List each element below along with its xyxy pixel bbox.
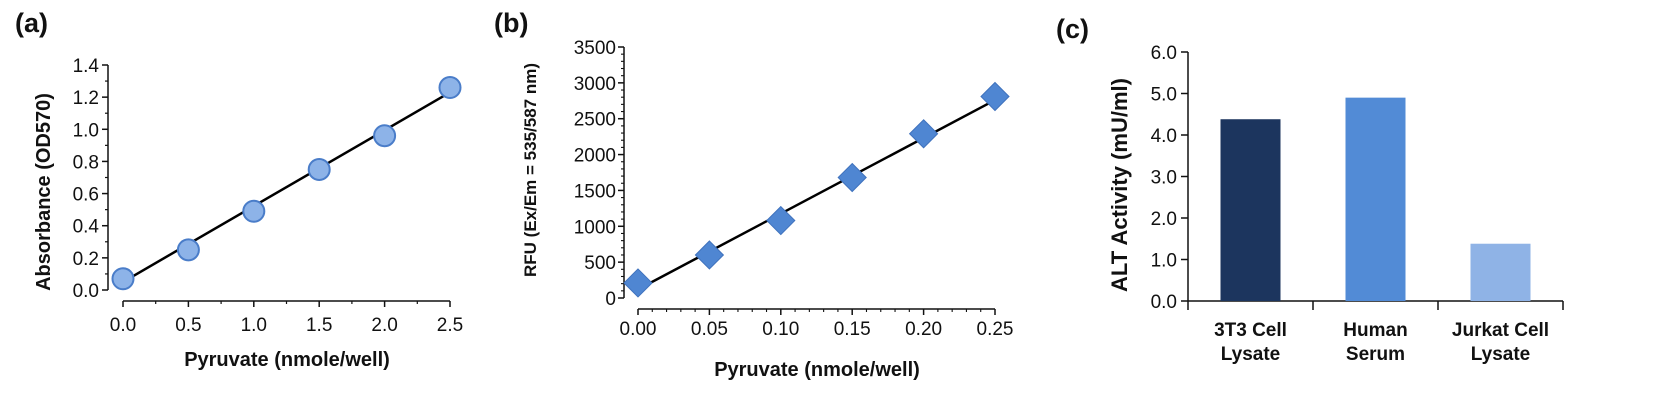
panel-a-x-tick-label: 2.0	[371, 315, 397, 336]
panel-c-y-tick-label: 3.0	[1151, 168, 1177, 189]
panel-a-y-tick-label: 0.2	[73, 249, 99, 270]
panel-a-axes: 0.0 0.2 0.4 0.6 0.8 1.0 1.2 1.4 0.0 0.5 1.0 1.5 2.0 2…	[73, 56, 464, 336]
panel-b-data-point	[623, 268, 653, 298]
panel-b-chart: (b) 0 500 1000 1500 2000 2500 3000 3500 0.00 0.05…	[494, 8, 1013, 381]
panel-a-chart: (a) 0.0 0.2 0.4 0.6 0.8 1.0 1.2 1.4 0.0 0.5 1.0 1.5…	[15, 8, 463, 371]
panel-a-data-point	[373, 124, 397, 148]
panel-b-y-tick-label: 1000	[574, 217, 616, 238]
panel-a-fit-line	[122, 91, 451, 284]
panel-c-y-tick-label: 6.0	[1151, 43, 1177, 64]
panel-a-y-tick-label: 1.4	[73, 56, 100, 77]
panel-b-data-point	[980, 81, 1010, 112]
panel-b-data-point	[908, 119, 939, 149]
panel-b-y-tick-label: 2500	[574, 110, 616, 131]
panel-b-x-tick-label: 0.25	[977, 319, 1014, 340]
panel-a-data-point	[176, 238, 200, 262]
panel-b-data-point	[766, 205, 796, 236]
panel-b-x-tick-label: 0.15	[834, 319, 871, 340]
panel-a-x-tick-label: 1.5	[306, 315, 332, 336]
panel-a-x-tick-label: 2.5	[437, 315, 463, 336]
panel-a-y-tick-label: 0.8	[73, 152, 99, 173]
panel-c-category-label: 3T3 Cell	[1214, 320, 1287, 341]
panel-a-y-tick-label: 0.4	[73, 217, 100, 238]
panel-c-bar	[1345, 97, 1406, 302]
panel-b-x-tick-label: 0.00	[620, 319, 657, 340]
panel-b-y-axis-title: RFU (Ex/Em = 535/587 nm)	[521, 63, 540, 277]
panel-b-x-axis-title: Pyruvate (nmole/well)	[714, 359, 920, 381]
panel-a-data-point	[307, 157, 331, 181]
panel-c-category-label: Lysate	[1471, 344, 1531, 365]
panel-c-category-label: Jurkat Cell	[1452, 320, 1549, 341]
panel-c-y-tick-label: 5.0	[1151, 85, 1177, 106]
panel-b-x-tick-label: 0.10	[762, 319, 799, 340]
panel-c-y-tick-label: 1.0	[1151, 251, 1177, 272]
panel-a-label: (a)	[15, 8, 48, 38]
panel-c-category-label: Lysate	[1221, 344, 1281, 365]
panel-a-x-tick-label: 0.5	[175, 315, 201, 336]
panel-b-fit-line	[637, 98, 996, 291]
panel-b-x-tick-label: 0.20	[905, 319, 942, 340]
panel-b-y-tick-label: 3500	[574, 38, 616, 59]
panel-a-y-tick-label: 1.2	[73, 88, 99, 109]
panel-b-y-tick-label: 1500	[574, 181, 616, 202]
panel-c-y-tick-label: 4.0	[1151, 126, 1177, 147]
panel-a-x-axis-title: Pyruvate (nmole/well)	[184, 349, 390, 371]
panel-a-x-tick-label: 0.0	[110, 315, 136, 336]
panel-a-y-axis-title: Absorbance (OD570)	[33, 93, 55, 291]
panel-a-fit-line-segment	[122, 91, 451, 284]
panel-b-y-tick-label: 2000	[574, 146, 616, 167]
panel-c-label: (c)	[1056, 14, 1089, 44]
panel-b-data-point	[837, 162, 867, 193]
panel-b-axes: 0 500 1000 1500 2000 2500 3000 3500 0.00 0.05 0.10…	[574, 38, 1014, 340]
panel-b-y-tick-label: 500	[584, 253, 616, 274]
panel-a-y-tick-label: 0.0	[73, 281, 99, 302]
panel-a-data-point	[111, 267, 135, 291]
panel-a-y-tick-label: 1.0	[73, 120, 99, 141]
panel-c-category-label: Human	[1343, 320, 1407, 341]
panel-b-y-tick-label: 0	[605, 289, 616, 310]
panel-b-fit-line-segment	[637, 98, 996, 291]
panel-a-data-point	[438, 76, 462, 99]
panel-c-chart: (c) 0.0 1.0 2.0 3.0 4.0 5.0 6.0 3T3 Cell Lysate H…	[1056, 14, 1564, 365]
panel-c-bars	[1220, 97, 1531, 302]
panel-c-y-tick-label: 0.0	[1151, 292, 1177, 313]
panel-c-y-axis-title: ALT Activity (mU/ml)	[1107, 78, 1132, 292]
panel-b-y-tick-label: 3000	[574, 74, 616, 95]
panel-b-x-tick-label: 0.05	[691, 319, 728, 340]
panel-a-points	[111, 76, 462, 291]
panel-b-data-point	[694, 240, 725, 270]
panel-a-y-tick-label: 0.6	[73, 185, 99, 206]
panel-b-label: (b)	[494, 8, 528, 38]
panel-a-x-tick-label: 1.0	[241, 315, 267, 336]
panel-c-category-label: Serum	[1346, 344, 1405, 365]
panel-c-y-tick-label: 2.0	[1151, 209, 1177, 230]
panel-c-bar	[1470, 243, 1531, 301]
panel-c-bar	[1220, 119, 1281, 301]
panel-a-data-point	[242, 199, 266, 223]
panel-b-points	[623, 81, 1010, 298]
